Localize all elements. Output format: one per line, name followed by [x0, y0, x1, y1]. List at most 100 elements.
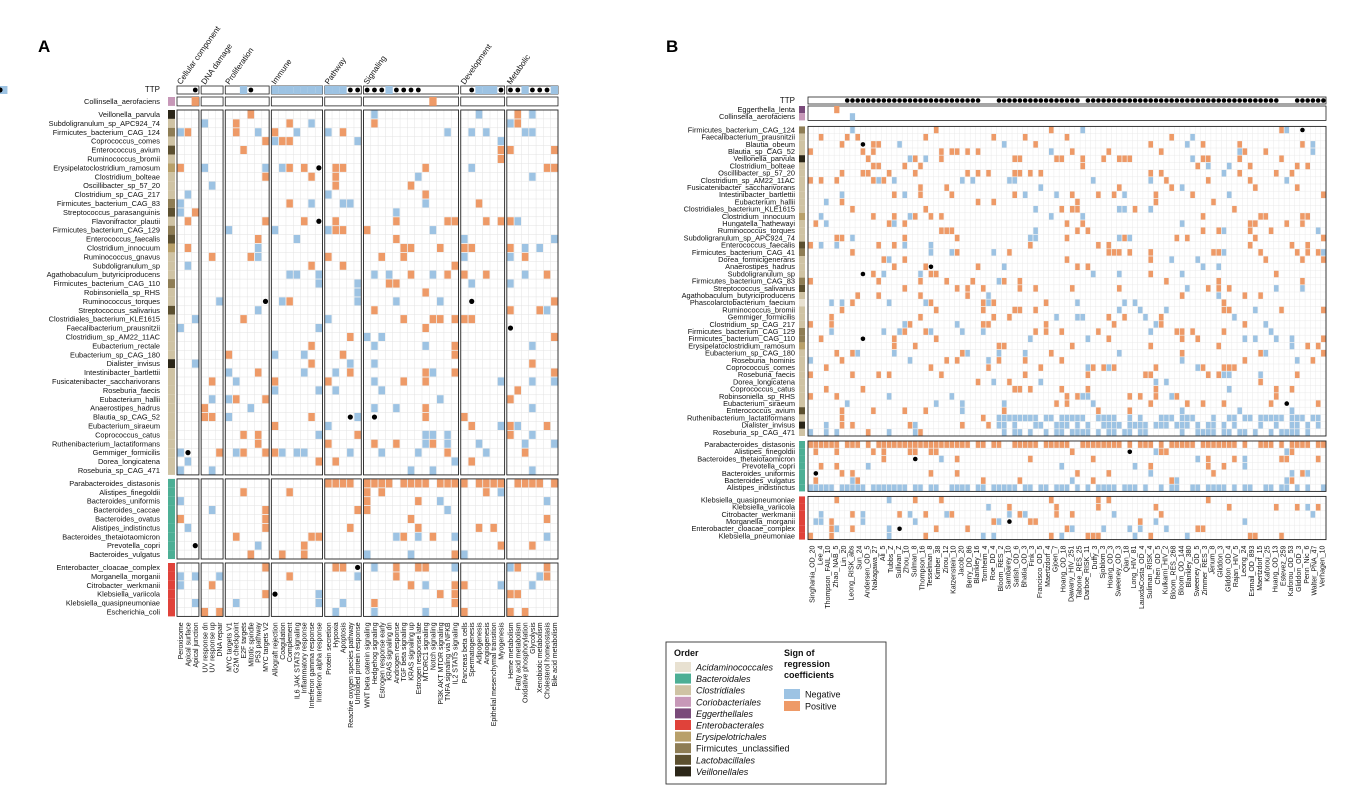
- heatmap-cell-positive: [497, 541, 505, 550]
- heatmap-cell-negative: [923, 155, 929, 163]
- heatmap-cell-negative: [1305, 429, 1311, 436]
- row-label: Coprococcus_comes: [726, 363, 795, 372]
- heatmap-cell-positive: [393, 279, 400, 288]
- heatmap-cell-positive: [444, 448, 451, 457]
- heatmap-cell-negative: [1064, 421, 1070, 429]
- heatmap-cell-positive: [429, 97, 437, 106]
- row-label: Dorea_formicigenerans: [718, 255, 795, 264]
- heatmap-cell-positive: [529, 359, 536, 368]
- row-label: Enterococcus_avium: [726, 406, 795, 415]
- column-label: UV response up: [210, 622, 217, 672]
- heatmap-cell-negative: [184, 523, 192, 532]
- heatmap-cell-negative: [497, 488, 505, 497]
- order-swatch: [799, 191, 805, 199]
- heatmap-cell-positive: [1090, 455, 1096, 463]
- heatmap-cell-positive: [1158, 511, 1164, 518]
- heatmap-cell-negative: [529, 110, 536, 119]
- heatmap-cell-positive: [850, 470, 855, 477]
- heatmap-cell-positive: [829, 313, 834, 321]
- heatmap-cell-positive: [1164, 448, 1169, 456]
- order-swatch: [799, 342, 805, 350]
- heatmap-cell-negative: [315, 270, 323, 279]
- heatmap-cell-negative: [897, 141, 902, 148]
- heatmap-cell-negative: [192, 599, 199, 608]
- heatmap-cell-negative: [483, 448, 490, 457]
- heatmap-cell-negative: [475, 439, 483, 448]
- heatmap-cell-positive: [1007, 378, 1012, 386]
- legend-swatch: [675, 720, 691, 730]
- order-swatch: [168, 377, 175, 386]
- heatmap-cell-negative: [1242, 429, 1248, 436]
- heatmap-cell-negative: [1263, 414, 1269, 422]
- heatmap-cell-positive: [262, 137, 269, 146]
- heatmap-cell-positive: [536, 479, 543, 488]
- heatmap-cell-negative: [1258, 421, 1263, 429]
- heatmap-cell-negative: [1001, 263, 1007, 271]
- column-label: Tubbs_Z: [888, 545, 895, 573]
- ttp-dot: [1096, 98, 1101, 103]
- heatmap-cell-positive: [1038, 364, 1044, 371]
- heatmap-cell-negative: [1080, 126, 1086, 134]
- heatmap-cell-negative: [1022, 484, 1028, 492]
- heatmap-cell-positive: [1190, 191, 1195, 199]
- heatmap-cell-positive: [1242, 441, 1248, 448]
- heatmap-cell-positive: [1080, 220, 1086, 227]
- heatmap-cell-negative: [378, 448, 386, 457]
- heatmap-cell-negative: [1012, 429, 1017, 436]
- row-label: Collinsella_aerofaciens: [719, 112, 795, 121]
- heatmap-cell-positive: [1305, 249, 1311, 256]
- heatmap-cell-negative: [177, 208, 184, 217]
- legend: OrderAcidaminococcalesBacteroidalesClost…: [665, 641, 887, 785]
- heatmap-cell-positive: [507, 590, 514, 599]
- heatmap-cell-negative: [818, 518, 824, 525]
- ttp-dot: [954, 98, 960, 103]
- row-label: Parabacteroides_distasonis: [69, 479, 160, 488]
- row-label: Robinsoniella_sp_RHS: [719, 392, 795, 401]
- ttp-dot: [415, 87, 421, 93]
- row-label: Subdoligranulum_sp: [93, 261, 160, 270]
- heatmap-cell-negative: [844, 484, 850, 492]
- heatmap-cell-negative: [1164, 421, 1169, 429]
- heatmap-cell-negative: [1315, 421, 1321, 429]
- legend-box: [665, 641, 887, 785]
- heatmap-cell-negative: [1001, 141, 1007, 148]
- legend-swatch: [675, 754, 691, 765]
- row-label: Coprococcus_comes: [91, 137, 160, 146]
- heatmap-cell-negative: [1294, 421, 1300, 429]
- ttp-dot: [372, 87, 377, 93]
- heatmap-cell-negative: [497, 377, 505, 386]
- heatmap-cell-positive: [444, 270, 451, 279]
- column-label: LauxdaCosta_OD_4: [1139, 545, 1146, 609]
- heatmap-cell-negative: [1164, 306, 1169, 314]
- heatmap-cell-positive: [339, 563, 347, 572]
- row-label: Klebsiella_pneumoniae: [719, 531, 795, 540]
- heatmap-cell-negative: [521, 270, 529, 279]
- heatmap-cell-positive: [902, 234, 908, 242]
- ttp-dot: [1273, 98, 1279, 103]
- heatmap-cell-negative: [378, 386, 386, 395]
- heatmap-cell-positive: [378, 488, 386, 497]
- heatmap-cell-negative: [1273, 335, 1279, 343]
- heatmap-cell-negative: [876, 177, 881, 184]
- order-swatch: [799, 155, 805, 163]
- heatmap-cell-positive: [468, 457, 475, 466]
- ttp-dot: [886, 98, 892, 103]
- heatmap-cell-negative: [1122, 191, 1127, 199]
- order-swatch: [799, 248, 805, 256]
- heatmap-cell-positive: [1012, 441, 1017, 448]
- heatmap-cell-positive: [808, 393, 813, 400]
- heatmap-cell-positive: [240, 430, 247, 439]
- heatmap-cell-positive: [332, 163, 339, 172]
- heatmap-cell-negative: [475, 110, 483, 119]
- heatmap-cell-negative: [247, 404, 255, 413]
- heatmap-cell-positive: [949, 441, 955, 448]
- order-swatch: [799, 140, 805, 148]
- heatmap-cell-negative: [980, 484, 986, 492]
- heatmap-cell-positive: [1232, 364, 1237, 371]
- heatmap-cell-negative: [347, 359, 354, 368]
- order-swatch: [799, 227, 805, 235]
- row-label: Klebsiella_variicola: [732, 503, 796, 512]
- heatmap-cell-positive: [965, 148, 970, 155]
- heatmap-cell-positive: [939, 213, 944, 220]
- order-swatch: [168, 541, 175, 551]
